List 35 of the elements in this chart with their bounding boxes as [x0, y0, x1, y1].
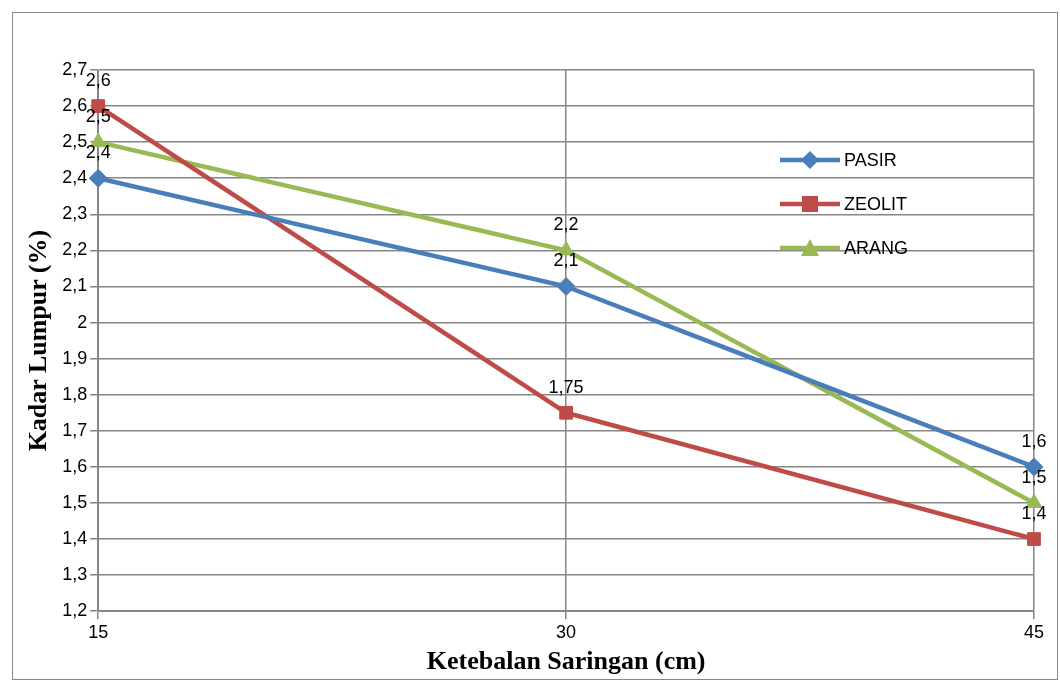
y-tick-label: 2,2: [62, 239, 88, 260]
legend-label: PASIR: [844, 149, 897, 171]
x-tick-label: 45: [1023, 621, 1045, 642]
y-tick-label: 1,5: [62, 491, 88, 512]
point: [556, 276, 576, 296]
y-tick-label: 2: [77, 311, 88, 332]
data-label: 2,2: [553, 214, 579, 235]
y-tick-label: 1,2: [62, 600, 88, 621]
y-tick-label: 2,6: [62, 95, 88, 116]
point: [88, 168, 108, 188]
x-axis-title: Ketebalan Saringan (cm): [426, 646, 706, 676]
y-tick-label: 2,1: [62, 275, 88, 296]
data-label: 2,1: [553, 250, 579, 271]
data-label: 1,4: [1021, 503, 1047, 524]
point: [1027, 532, 1041, 546]
y-axis-title: Kadar Lumpur (%): [23, 229, 53, 452]
y-tick-label: 1,4: [62, 528, 88, 549]
y-tick-label: 2,4: [62, 167, 88, 188]
data-label: 1,6: [1021, 430, 1047, 451]
data-label: 2,6: [85, 70, 111, 91]
y-tick-label: 1,9: [62, 347, 88, 368]
y-tick-label: 2,3: [62, 203, 88, 224]
y-tick-label: 1,3: [62, 564, 88, 585]
y-tick-label: 1,8: [62, 383, 88, 404]
x-tick-label: 30: [556, 621, 577, 642]
y-tick-label: 2,7: [62, 58, 88, 79]
legend-label: ZEOLIT: [844, 193, 908, 215]
point: [559, 405, 573, 420]
x-tick-label: 15: [88, 621, 109, 642]
data-label: 1,75: [548, 376, 584, 397]
y-tick-label: 1,7: [62, 419, 88, 440]
data-label: 1,5: [1021, 466, 1047, 487]
y-tick-label: 2,5: [62, 131, 88, 152]
y-tick-label: 1,6: [62, 455, 88, 476]
legend-label: ARANG: [844, 237, 909, 259]
